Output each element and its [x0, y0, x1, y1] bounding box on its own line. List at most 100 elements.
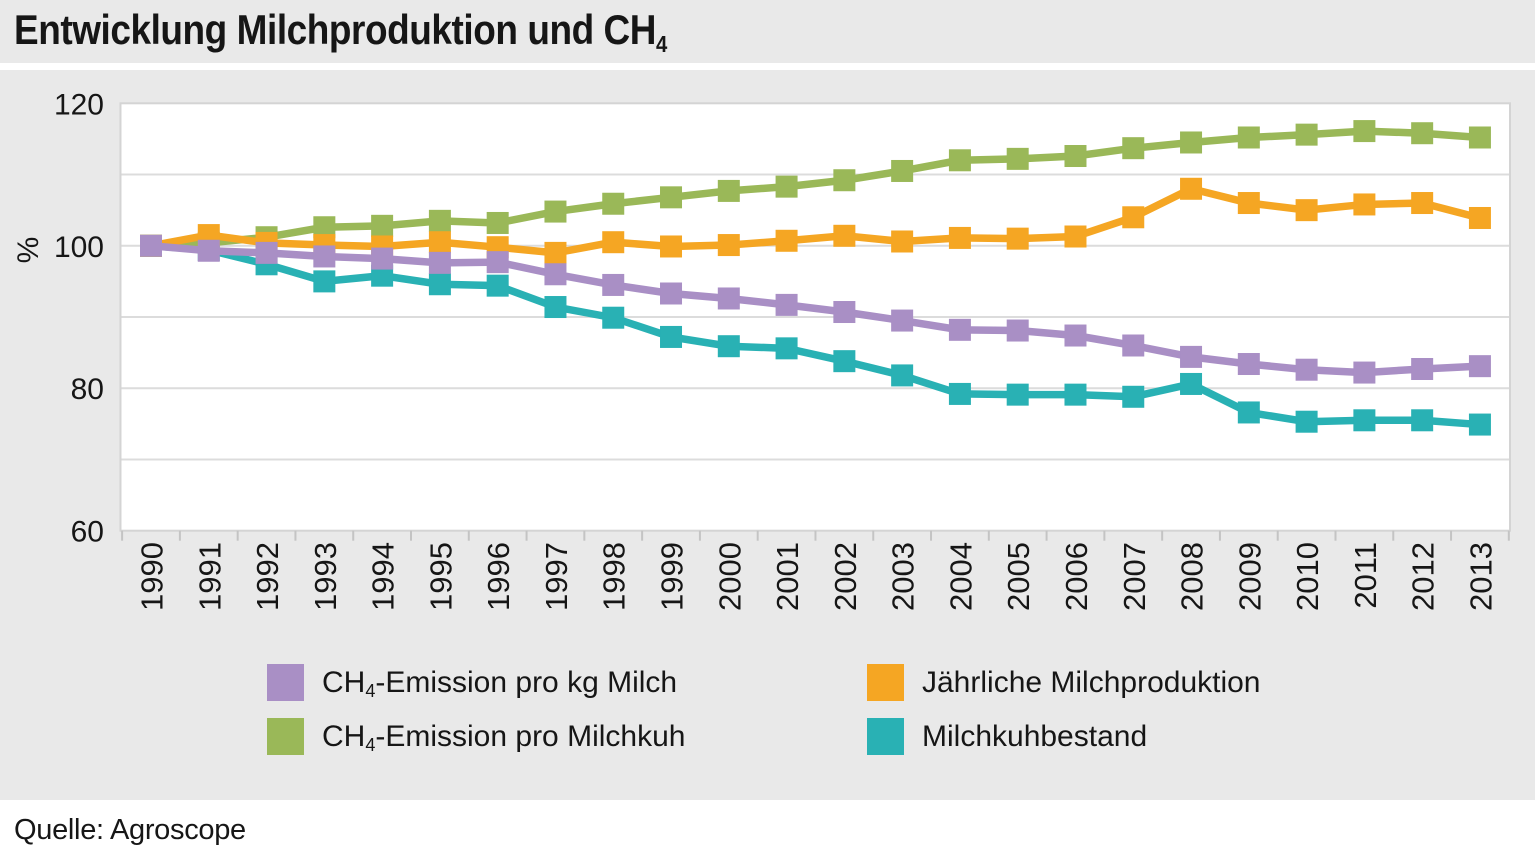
x-tick-label: 1990	[135, 542, 170, 611]
data-point-marker	[371, 214, 394, 237]
x-tick-label: 2007	[1117, 542, 1152, 611]
data-point-marker	[1180, 372, 1203, 395]
data-point-marker	[833, 301, 856, 324]
legend-label: CH4-Emission pro kg Milch	[322, 666, 677, 701]
data-point-marker	[1237, 401, 1260, 424]
title-text: Entwicklung Milchproduktion und CH	[14, 6, 657, 53]
x-tick-label: 2001	[770, 542, 805, 611]
legend-swatch-icon	[267, 718, 304, 755]
x-tick-label: 1993	[308, 542, 343, 611]
data-point-marker	[1006, 147, 1029, 170]
legend-label-text: CH	[322, 719, 366, 753]
data-point-marker	[948, 382, 971, 405]
data-point-marker	[1064, 324, 1087, 347]
x-tick-label: 2003	[886, 542, 921, 611]
x-tick-label: 2005	[1001, 542, 1036, 611]
legend-swatch-icon	[867, 664, 904, 701]
x-tick-label: 2012	[1406, 542, 1441, 611]
legend-label-text: -Emission pro Milchkuh	[375, 719, 686, 753]
x-tick-label: 2006	[1059, 542, 1094, 611]
data-point-marker	[833, 350, 856, 373]
data-point-marker	[1353, 361, 1376, 384]
legend-label-subscript: 4	[365, 734, 376, 755]
data-point-marker	[1122, 334, 1145, 357]
data-point-marker	[1180, 131, 1203, 154]
data-point-marker	[891, 364, 914, 387]
data-point-marker	[1353, 193, 1376, 216]
y-tick-label: 120	[54, 88, 104, 121]
data-point-marker	[1468, 413, 1491, 436]
data-point-marker	[660, 282, 683, 305]
data-point-marker	[1180, 177, 1203, 200]
data-point-marker	[486, 211, 509, 234]
data-point-marker	[486, 274, 509, 297]
data-point-marker	[1411, 358, 1434, 381]
x-tick-label: 2002	[828, 542, 863, 611]
data-point-marker	[1064, 383, 1087, 406]
data-point-marker	[544, 200, 567, 223]
x-tick-label: 1996	[481, 542, 516, 611]
data-point-marker	[486, 251, 509, 274]
x-tick-label: 2004	[943, 542, 978, 611]
x-tick-label: 1998	[597, 542, 632, 611]
data-point-marker	[1411, 122, 1434, 145]
data-point-marker	[948, 226, 971, 249]
legend-item-ch4-pro-milchkuh: CH4-Emission pro Milchkuh	[267, 718, 685, 755]
x-tick-label: 1999	[655, 542, 690, 611]
title-subscript: 4	[656, 30, 667, 57]
data-point-marker	[1064, 225, 1087, 248]
data-point-marker	[602, 273, 625, 296]
data-point-marker	[1468, 206, 1491, 229]
legend-label: Jährliche Milchproduktion	[922, 666, 1261, 700]
x-tick-label: 2011	[1348, 542, 1383, 609]
data-point-marker	[1006, 319, 1029, 342]
data-point-marker	[602, 192, 625, 215]
page-title: Entwicklung Milchproduktion und CH4	[14, 6, 667, 57]
data-point-marker	[775, 175, 798, 198]
y-axis-unit: %	[12, 237, 45, 264]
data-point-marker	[1411, 192, 1434, 215]
legend-swatch-icon	[867, 718, 904, 755]
legend-item-milchproduktion: Jährliche Milchproduktion	[867, 664, 1261, 701]
legend-swatch-icon	[267, 664, 304, 701]
data-point-marker	[1353, 120, 1376, 143]
data-point-marker	[1180, 345, 1203, 368]
data-point-marker	[660, 325, 683, 348]
data-point-marker	[1295, 123, 1318, 146]
data-point-marker	[255, 241, 278, 264]
data-point-marker	[775, 337, 798, 360]
legend-label-text: Jährliche Milchproduktion	[922, 665, 1261, 699]
x-tick-label: 2009	[1232, 542, 1267, 611]
data-point-marker	[313, 270, 336, 293]
data-point-marker	[717, 234, 740, 257]
data-point-marker	[428, 231, 451, 254]
y-tick-label: 80	[71, 373, 104, 406]
data-point-marker	[602, 231, 625, 254]
data-point-marker	[891, 230, 914, 253]
data-point-marker	[775, 293, 798, 316]
data-point-marker	[428, 251, 451, 274]
data-point-marker	[1006, 383, 1029, 406]
x-tick-label: 2008	[1175, 542, 1210, 611]
data-point-marker	[544, 241, 567, 264]
data-point-marker	[371, 264, 394, 287]
data-point-marker	[660, 235, 683, 258]
data-point-marker	[1122, 385, 1145, 408]
data-point-marker	[544, 263, 567, 286]
title-separator	[0, 63, 1535, 70]
y-tick-label: 100	[54, 231, 104, 264]
data-point-marker	[891, 309, 914, 332]
legend-label: Milchkuhbestand	[922, 720, 1147, 754]
data-point-marker	[1237, 192, 1260, 215]
data-point-marker	[602, 306, 625, 329]
legend-item-ch4-pro-kg-milch: CH4-Emission pro kg Milch	[267, 664, 677, 701]
data-point-marker	[775, 229, 798, 252]
data-point-marker	[891, 159, 914, 182]
data-point-marker	[1295, 199, 1318, 222]
data-point-marker	[717, 179, 740, 202]
data-point-marker	[1468, 355, 1491, 378]
legend-label-subscript: 4	[365, 680, 376, 701]
data-point-marker	[833, 169, 856, 192]
x-tick-label: 1991	[192, 542, 227, 611]
